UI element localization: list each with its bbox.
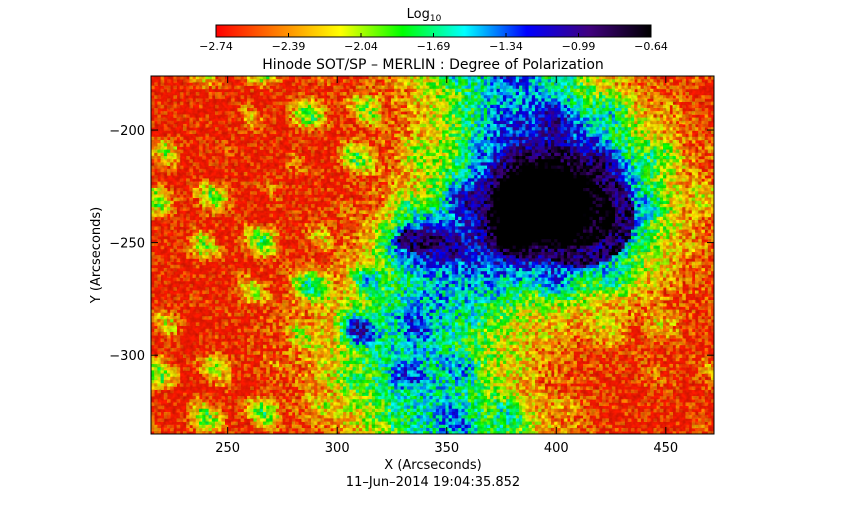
chart-title: Hinode SOT/SP – MERLIN : Degree of Polar… (262, 57, 604, 73)
colorbar-tick-label: −1.34 (489, 40, 523, 53)
colorbar-ticks: −2.74 −2.39 −2.04 −1.69 −1.34 −0.99 −0.64 (199, 33, 668, 53)
colorbar-tick-label: −2.74 (199, 40, 233, 53)
heatmap-plot (151, 76, 714, 434)
colorbar-tick-label: −0.99 (562, 40, 596, 53)
colorbar-tick-label: −2.39 (272, 40, 306, 53)
colorbar-label: Log10 (407, 7, 442, 24)
colorbar-tick-label: −1.69 (417, 40, 451, 53)
colorbar-tick-label: −2.04 (344, 40, 378, 53)
colorbar: Log10 −2.74 −2.39 −2.04 −1.69 −1.34 −0.99 −0.6… (199, 7, 668, 53)
colorbar-tick-label: −0.64 (634, 40, 668, 53)
